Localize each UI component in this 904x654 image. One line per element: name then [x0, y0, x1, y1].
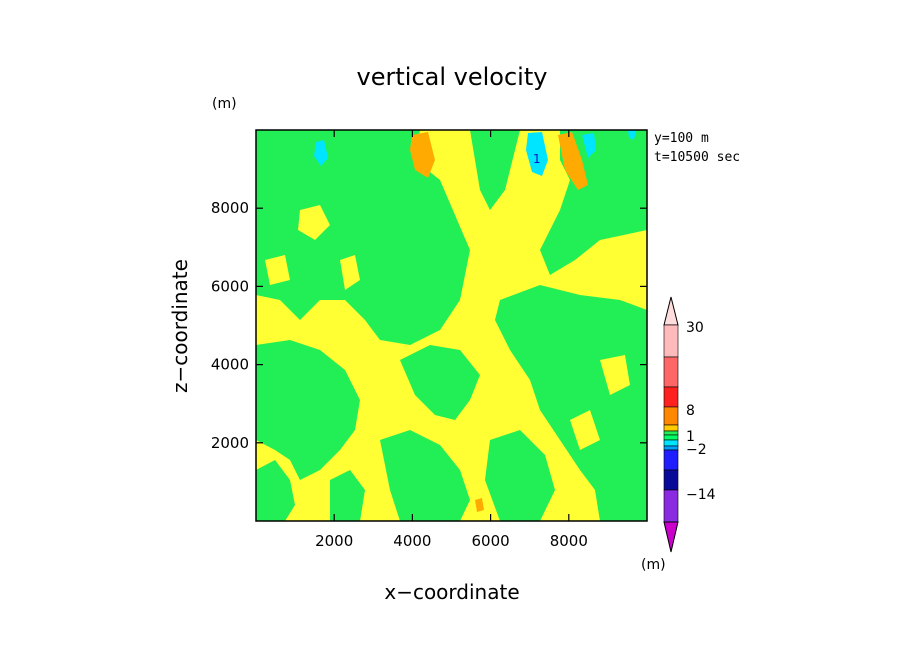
- colorbar-segment: [663, 439, 679, 447]
- green-region: [495, 285, 647, 521]
- y-axis-label: z−coordinate: [168, 259, 192, 393]
- cyan-region: [314, 140, 328, 166]
- colorbar-unit-label: (m): [641, 557, 666, 573]
- colorbar-segment: [663, 406, 679, 426]
- orange-region: [410, 132, 435, 178]
- colorbar-label: 1: [686, 429, 695, 445]
- green-region: [400, 345, 480, 420]
- x-tick-label: 6000: [472, 532, 510, 550]
- green-region: [330, 470, 365, 521]
- colorbar-bottom-arrow: [663, 521, 679, 553]
- y-unit-label: (m): [212, 96, 237, 112]
- colorbar-segment: [663, 356, 679, 388]
- colorbar-segment: [663, 430, 679, 436]
- colorbar-label: 8: [686, 403, 695, 419]
- y-tick-label: 4000: [211, 356, 249, 374]
- green-regions: [256, 130, 647, 521]
- y-tick-label: 8000: [211, 199, 249, 217]
- yellow-island: [265, 255, 290, 285]
- cyan-region: [526, 132, 548, 176]
- x-tick-label: 4000: [393, 532, 431, 550]
- green-region: [256, 340, 360, 480]
- colorbar-label: −14: [686, 487, 716, 503]
- green-region: [380, 430, 470, 521]
- y-axis: 2000 4000 6000 8000: [211, 199, 647, 452]
- colorbar-top-arrow: [663, 296, 679, 326]
- plot-area: 1: [255, 129, 648, 522]
- yellow-islands: [265, 205, 630, 450]
- plot-frame: [255, 129, 648, 522]
- colorbar-label: 30: [686, 320, 704, 336]
- green-region: [470, 130, 520, 210]
- green-region: [485, 430, 555, 521]
- colorbar-segment: [663, 434, 679, 441]
- cyan-region: [628, 130, 636, 140]
- colorbar: 30 8 1−2 −14: [663, 296, 716, 553]
- green-region: [256, 460, 295, 521]
- cyan-region: [582, 133, 596, 158]
- colorbar-segment: [663, 324, 679, 358]
- yellow-island: [570, 410, 600, 450]
- orange-regions: [410, 132, 588, 512]
- colorbar-segment: [663, 449, 679, 471]
- green-region: [256, 130, 470, 345]
- x-tick-label: 8000: [550, 532, 588, 550]
- colorbar-label: −2: [686, 442, 707, 458]
- y-tick-label: 6000: [211, 277, 249, 295]
- x-axis: 2000 4000 6000 8000: [315, 130, 588, 550]
- x-tick-label: 2000: [315, 532, 353, 550]
- x-axis-label: x−coordinate: [384, 580, 519, 604]
- colorbar-segment: [663, 469, 679, 491]
- yellow-island: [340, 255, 360, 290]
- yellow-island: [298, 205, 330, 240]
- colorbar-segment: [663, 445, 679, 451]
- colorbar-segment: [663, 386, 679, 408]
- cyan-regions: [314, 130, 636, 176]
- chart-title: vertical velocity: [357, 63, 548, 91]
- colorbar-segment: [663, 489, 679, 523]
- annotation-y: y=100 m: [654, 131, 709, 146]
- yellow-island: [600, 355, 630, 395]
- y-tick-label: 2000: [211, 434, 249, 452]
- contour-label: 1: [533, 152, 541, 166]
- colorbar-segment: [663, 424, 679, 432]
- annotation-time: t=10500 sec: [654, 150, 740, 165]
- orange-region: [558, 132, 588, 190]
- orange-region: [475, 498, 484, 512]
